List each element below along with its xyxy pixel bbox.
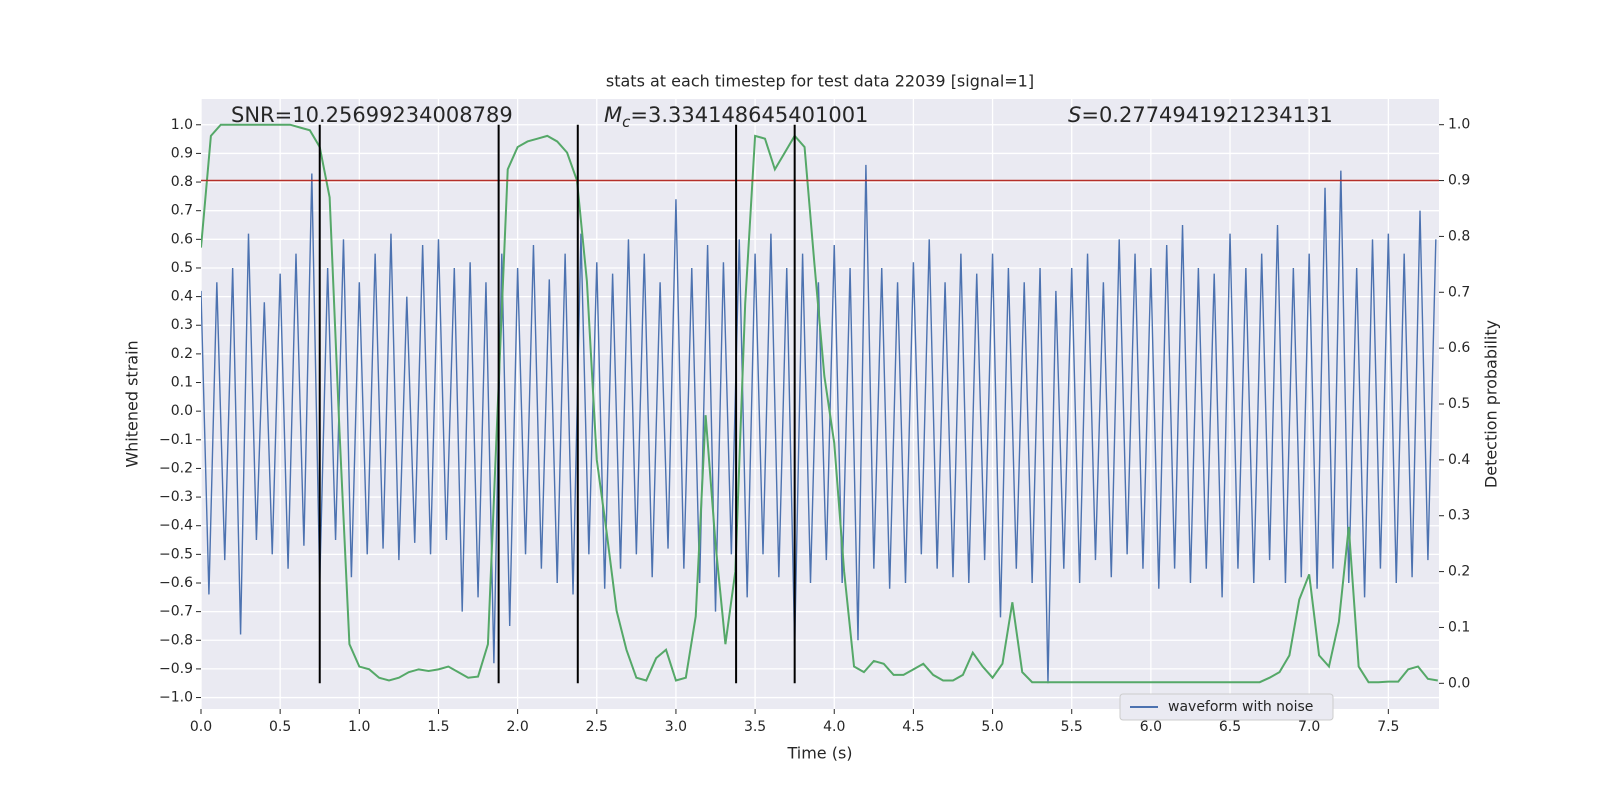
y-tick-label: 0.4 [171, 289, 193, 305]
x-tick-label: 1.0 [348, 719, 370, 735]
annotation: Mc=3.334148645401001 [604, 103, 868, 131]
y-tick-label: −0.9 [159, 661, 193, 677]
y-tick-label: 0.0 [171, 403, 193, 419]
y-tick-label: 0.8 [171, 174, 193, 190]
y-tick-label: 1.0 [171, 117, 193, 133]
y2-tick-label: 0.6 [1448, 340, 1470, 356]
y2-tick-label: 0.3 [1448, 508, 1470, 524]
y2-tick-label: 0.4 [1448, 452, 1470, 468]
y2-tick-label: 0.9 [1448, 173, 1470, 189]
y-axis-label: Whitened strain [123, 340, 142, 467]
x-tick-label: 3.0 [665, 719, 687, 735]
x-tick-label: 6.0 [1140, 719, 1162, 735]
x-tick-label: 6.5 [1219, 719, 1241, 735]
y2-tick-label: 0.1 [1448, 619, 1470, 635]
y-tick-label: −0.1 [159, 432, 193, 448]
y2-tick-label: 0.2 [1448, 564, 1470, 580]
annotation-symbol: S [1068, 103, 1081, 127]
y-tick-label: −0.3 [159, 489, 193, 505]
x-tick-label: 5.0 [981, 719, 1003, 735]
y2-tick-label: 1.0 [1448, 117, 1470, 133]
y-tick-label: 0.3 [171, 317, 193, 333]
x-axis-label: Time (s) [786, 744, 852, 763]
y-tick-label: −0.5 [159, 546, 193, 562]
y-tick-label: −0.8 [159, 632, 193, 648]
annotation-subscript: c [622, 113, 631, 131]
annotation-symbol: M [604, 103, 622, 127]
y-tick-label: 0.2 [171, 346, 193, 362]
chart-title: stats at each timestep for test data 220… [606, 72, 1034, 91]
x-tick-label: 2.0 [506, 719, 528, 735]
series-line [201, 164, 1437, 684]
plot-background [201, 99, 1439, 709]
y-tick-label: −0.7 [159, 604, 193, 620]
y-tick-label: 0.7 [171, 203, 193, 219]
annotation: S=0.2774941921234131 [1068, 103, 1333, 127]
legend: waveform with noise [1119, 693, 1334, 721]
x-tick-label: 2.5 [586, 719, 608, 735]
y-tick-label: −0.4 [159, 518, 193, 534]
y2-axis-label: Detection probability [1482, 320, 1501, 488]
y2-tick-label: 0.5 [1448, 396, 1470, 412]
y-tick-label: −1.0 [159, 690, 193, 706]
x-tick-label: 1.5 [427, 719, 449, 735]
y-tick-label: 0.6 [171, 231, 193, 247]
x-tick-label: 4.0 [823, 719, 845, 735]
y2-tick-label: 0.7 [1448, 284, 1470, 300]
x-tick-label: 0.5 [269, 719, 291, 735]
x-tick-label: 7.0 [1298, 719, 1320, 735]
x-tick-label: 0.0 [190, 719, 212, 735]
y2-tick-label: 0.8 [1448, 228, 1470, 244]
legend-box [1119, 693, 1334, 721]
x-tick-label: 5.5 [1061, 719, 1083, 735]
y-tick-label: −0.6 [159, 575, 193, 591]
y-tick-label: −0.2 [159, 460, 193, 476]
y-tick-label: 0.9 [171, 145, 193, 161]
annotation-text: =0.2774941921234131 [1081, 103, 1332, 127]
y-tick-label: 0.1 [171, 375, 193, 391]
annotation: SNR=10.25699234008789 [231, 103, 513, 127]
x-tick-label: 7.5 [1377, 719, 1399, 735]
legend-label: waveform with noise [1168, 699, 1313, 715]
series-line [201, 123, 1438, 684]
annotation-text: SNR=10.25699234008789 [231, 103, 513, 127]
x-tick-label: 3.5 [744, 719, 766, 735]
y-tick-label: 0.5 [171, 260, 193, 276]
y2-tick-label: 0.0 [1448, 675, 1470, 691]
x-tick-label: 4.5 [902, 719, 924, 735]
annotation-text: =3.334148645401001 [630, 103, 868, 127]
